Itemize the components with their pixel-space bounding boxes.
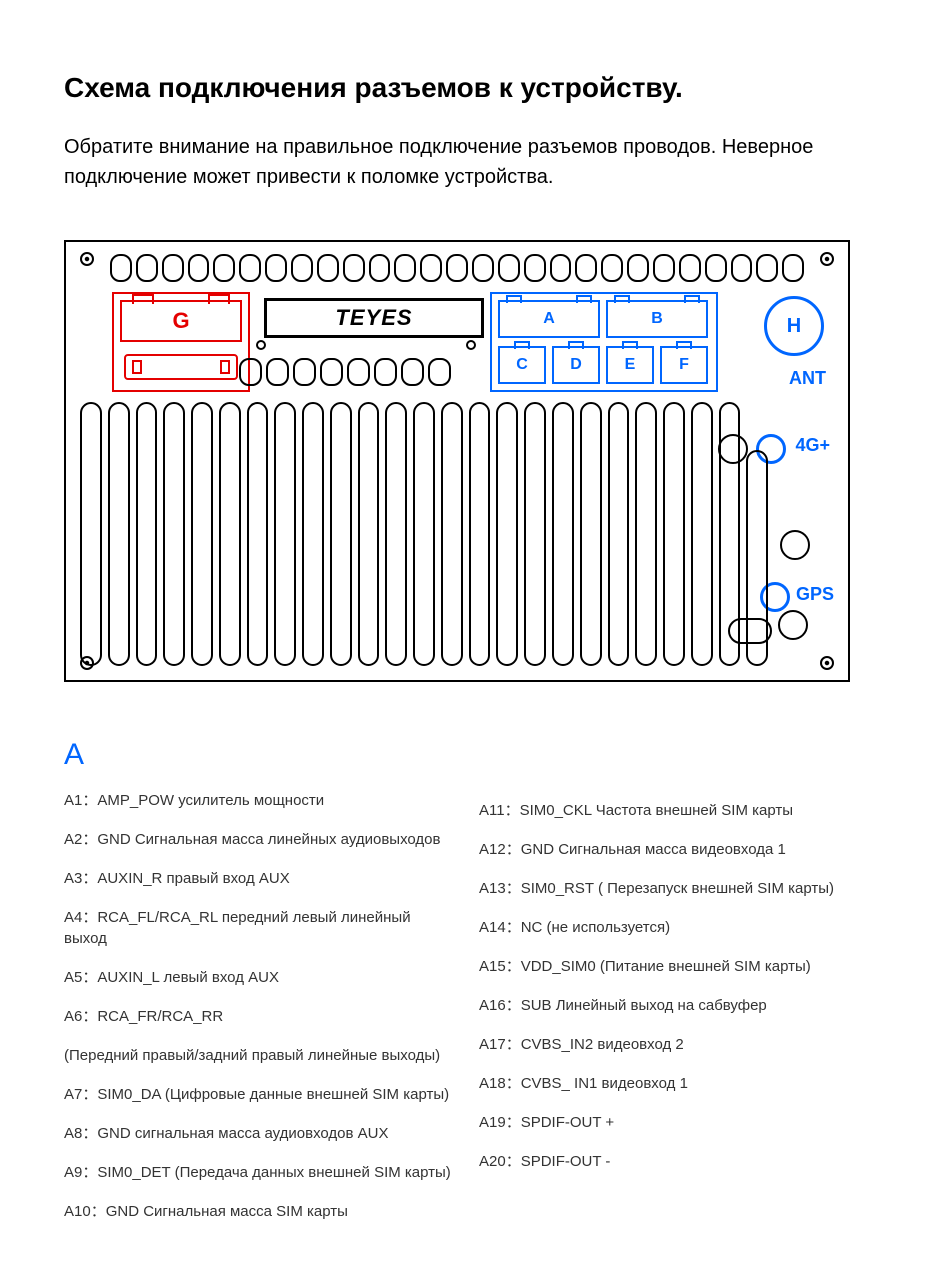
pin-row: A20：SPDIF-OUT - — [479, 1151, 866, 1172]
screw-icon — [80, 252, 94, 266]
pin-row: A14：NC (не используется) — [479, 917, 866, 938]
port-e: E — [606, 346, 654, 384]
pin-row: A2：GND Сигнальная масса линейных аудиовы… — [64, 829, 451, 850]
screw-icon — [256, 340, 266, 350]
pin-row: A16：SUB Линейный выход на сабвуфер — [479, 995, 866, 1016]
port-dot — [780, 530, 810, 560]
pin-column-left: A1：AMP_POW усилитель мощности A2：GND Сиг… — [64, 790, 451, 1240]
pin-row: A11：SIM0_CKL Частота внешней SIM карты — [479, 800, 866, 821]
page-title: Схема подключения разъемов к устройству. — [64, 72, 866, 104]
pin-row: A3：AUXIN_R правый вход AUX — [64, 868, 451, 889]
port-b: B — [606, 300, 708, 338]
pin-row: A6：RCA_FR/RCA_RR — [64, 1006, 451, 1027]
intro-text: Обратите внимание на правильное подключе… — [64, 132, 866, 192]
pin-row: A9：SIM0_DET (Передача данных внешней SIM… — [64, 1162, 451, 1183]
pin-column-right: A11：SIM0_CKL Частота внешней SIM карты A… — [479, 790, 866, 1240]
pin-row: A5：AUXIN_L левый вход AUX — [64, 967, 451, 988]
screw-icon — [820, 656, 834, 670]
pin-row: A15：VDD_SIM0 (Питание внешней SIM карты) — [479, 956, 866, 977]
port-f: F — [660, 346, 708, 384]
pin-row: A8：GND сигнальная масса аудиовходов AUX — [64, 1123, 451, 1144]
vent-row-top — [110, 254, 804, 282]
label-gps: GPS — [796, 584, 834, 605]
brand-logo: TEYES — [264, 298, 484, 338]
heatsink-fins — [80, 402, 768, 666]
screw-icon — [466, 340, 476, 350]
pin-row: (Передний правый/задний правый линейные … — [64, 1045, 451, 1066]
port-d: D — [552, 346, 600, 384]
port-dot — [778, 610, 808, 640]
pin-row: A12：GND Сигнальная масса видеовхода 1 — [479, 839, 866, 860]
port-a: A — [498, 300, 600, 338]
label-ant: ANT — [789, 368, 826, 389]
pin-row: A10：GND Сигнальная масса SIM карты — [64, 1201, 451, 1222]
section-heading: A — [64, 738, 866, 772]
port-group-abcdef: A B C D E F — [490, 292, 718, 392]
pin-row: A4：RCA_FL/RCA_RL передний левый линейный… — [64, 907, 451, 949]
pin-row: A19：SPDIF-OUT + — [479, 1112, 866, 1133]
label-4g: 4G+ — [795, 435, 830, 456]
port-h-ant: H — [764, 296, 824, 356]
screw-icon — [820, 252, 834, 266]
pin-row: A1：AMP_POW усилитель мощности — [64, 790, 451, 811]
pin-row: A18：CVBS_ IN1 видеовход 1 — [479, 1073, 866, 1094]
port-g-slot — [124, 354, 238, 380]
pin-row: A7：SIM0_DA (Цифровые данные внешней SIM … — [64, 1084, 451, 1105]
pin-columns: A1：AMP_POW усилитель мощности A2：GND Сиг… — [64, 790, 866, 1240]
port-g-label: G — [120, 300, 242, 342]
pin-row: A13：SIM0_RST ( Перезапуск внешней SIM ка… — [479, 878, 866, 899]
port-c: C — [498, 346, 546, 384]
port-g-connector: G — [112, 292, 250, 392]
pin-row: A17：CVBS_IN2 видеовход 2 — [479, 1034, 866, 1055]
vent-row-mid — [239, 358, 451, 386]
connector-diagram: G TEYES A B C D E F H ANT 4G+ GPS — [64, 240, 850, 682]
